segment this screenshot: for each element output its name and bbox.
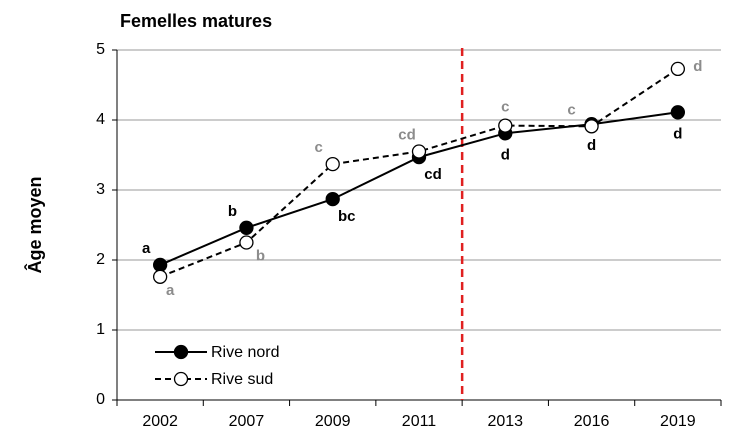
series-line bbox=[159, 111, 678, 266]
chart-title: Femelles matures bbox=[120, 11, 272, 31]
y-tick-label: 1 bbox=[96, 321, 105, 338]
point-annotation: d bbox=[673, 125, 682, 142]
point-annotation: d bbox=[693, 58, 702, 75]
x-tick-label: 2009 bbox=[315, 413, 351, 430]
x-tick-label: 2019 bbox=[660, 413, 696, 430]
legend-label: Rive sud bbox=[211, 371, 273, 388]
y-tick-label: 2 bbox=[96, 251, 105, 268]
point-annotation: cd bbox=[398, 126, 416, 143]
x-tick-label: 2002 bbox=[142, 413, 178, 430]
y-tick-label: 3 bbox=[96, 181, 105, 198]
point-annotation: d bbox=[587, 137, 596, 154]
series-line bbox=[159, 68, 679, 278]
marker bbox=[239, 235, 254, 250]
point-annotation: cd bbox=[424, 166, 442, 183]
point-annotation: a bbox=[142, 240, 151, 257]
y-tick-label: 0 bbox=[96, 391, 105, 408]
marker bbox=[152, 269, 168, 284]
marker bbox=[411, 144, 427, 159]
point-annotation: c bbox=[567, 101, 575, 118]
x-tick-label: 2016 bbox=[574, 413, 610, 430]
marker bbox=[584, 119, 599, 134]
marker bbox=[498, 118, 513, 133]
point-annotation: c bbox=[501, 99, 509, 116]
marker bbox=[152, 257, 168, 273]
y-tick-label: 5 bbox=[96, 41, 105, 58]
point-annotation: d bbox=[501, 146, 510, 163]
marker bbox=[325, 156, 340, 172]
point-annotation: a bbox=[166, 282, 175, 299]
x-tick-label: 2011 bbox=[402, 413, 437, 430]
legend-marker bbox=[173, 371, 189, 387]
point-annotation: c bbox=[315, 139, 323, 156]
legend-label: Rive nord bbox=[211, 344, 279, 361]
marker bbox=[670, 61, 686, 77]
marker bbox=[670, 105, 686, 120]
legend-marker bbox=[173, 344, 189, 360]
marker bbox=[325, 191, 340, 207]
y-axis-title: Âge moyen bbox=[24, 176, 45, 273]
x-tick-label: 2013 bbox=[487, 413, 523, 430]
point-annotation: bc bbox=[338, 208, 356, 225]
point-annotation: b bbox=[228, 203, 237, 220]
x-tick-label: 2007 bbox=[229, 413, 265, 430]
point-annotation: b bbox=[256, 247, 265, 264]
marker bbox=[239, 220, 254, 235]
y-tick-label: 4 bbox=[96, 111, 105, 128]
